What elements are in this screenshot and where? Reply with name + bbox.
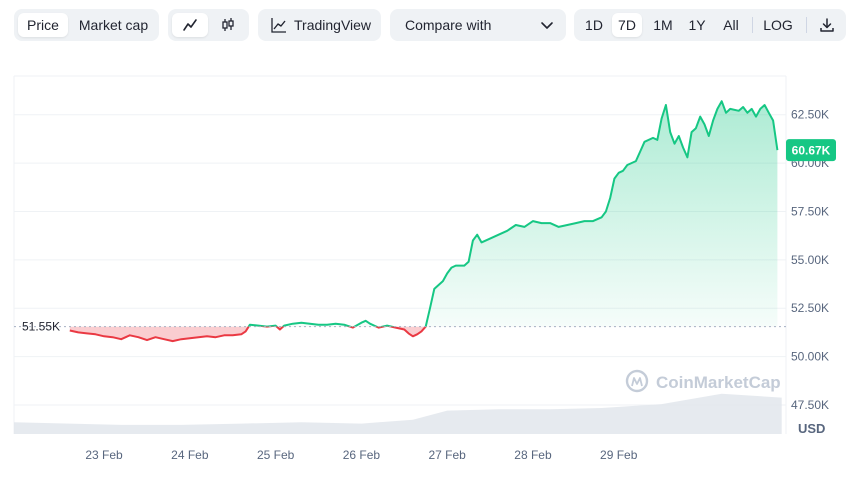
tradingview-label: TradingView [294, 17, 372, 33]
watermark-text: CoinMarketCap [656, 373, 781, 392]
y-axis: 47.50K 50.00K 52.50K 55.00K 57.50K 60.00K 62.5… [791, 108, 829, 436]
chart-type-toggle [168, 9, 249, 41]
y-tick-label: 55.00K [791, 253, 829, 267]
range-all[interactable]: All [723, 17, 739, 33]
range-7d[interactable]: 7D [612, 13, 642, 37]
tab-price[interactable]: Price [18, 13, 68, 37]
y-tick-label: 62.50K [791, 108, 829, 122]
download-button[interactable] [814, 13, 840, 37]
grid-lines [14, 114, 786, 406]
x-axis: 23 Feb 24 Feb 25 Feb 26 Feb 27 Feb 28 Feb 29 F… [85, 448, 637, 462]
currency-label: USD [798, 421, 825, 436]
log-separator [806, 17, 807, 33]
x-tick-label: 29 Feb [600, 448, 638, 462]
price-area-below-baseline [69, 326, 426, 342]
range-1m[interactable]: 1M [653, 17, 673, 33]
plot-frame [13, 75, 787, 434]
x-tick-label: 28 Feb [514, 448, 552, 462]
candlestick-button[interactable] [210, 13, 246, 37]
y-tick-label: 60.00K [791, 156, 829, 170]
baseline-marker: 51.55K [14, 320, 786, 334]
current-price-badge [786, 139, 836, 162]
volume-area [14, 393, 782, 434]
x-tick-label: 25 Feb [257, 448, 295, 462]
x-tick-label: 24 Feb [171, 448, 209, 462]
time-range-toggle: 1D 7D 1M 1Y All LOG [574, 9, 846, 41]
price-area-above-baseline [69, 101, 778, 327]
metric-toggle: Price Market cap [14, 9, 159, 41]
volume-area-shape [14, 393, 782, 434]
log-toggle[interactable]: LOG [763, 17, 793, 33]
y-tick-label: 52.50K [791, 301, 829, 315]
compare-with-label: Compare with [405, 17, 492, 33]
line-chart-icon [183, 19, 197, 31]
coinmarketcap-logo-icon [625, 369, 649, 393]
price-line-up [247, 100, 779, 327]
chevron-down-icon [541, 22, 553, 29]
chart-toolbar: Price Market cap TradingView Compare wit… [0, 9, 850, 43]
price-series [69, 100, 779, 343]
price-line-down [69, 326, 427, 343]
coinmarketcap-logo-mark-icon [631, 377, 643, 387]
tab-market-cap[interactable]: Market cap [78, 17, 149, 33]
y-tick-label: 50.00K [791, 350, 829, 364]
y-tick-label: 57.50K [791, 204, 829, 218]
y-tick-label: 47.50K [791, 398, 829, 412]
x-tick-label: 23 Feb [85, 448, 123, 462]
compare-with-dropdown[interactable]: Compare with [390, 9, 566, 41]
current-price-marker: 60.67K [786, 139, 836, 162]
range-1d[interactable]: 1D [585, 17, 603, 33]
x-tick-label: 26 Feb [343, 448, 381, 462]
line-chart-button[interactable] [172, 13, 208, 37]
x-tick-label: 27 Feb [428, 448, 466, 462]
download-icon [820, 18, 834, 32]
tradingview-chart-icon [271, 18, 286, 33]
watermark: CoinMarketCap [625, 369, 781, 393]
candlestick-icon [222, 18, 234, 31]
range-1y[interactable]: 1Y [688, 17, 706, 33]
range-separator [752, 17, 753, 33]
tradingview-button[interactable]: TradingView [258, 9, 381, 41]
current-price-label: 60.67K [792, 144, 831, 158]
baseline-label: 51.55K [22, 320, 60, 334]
